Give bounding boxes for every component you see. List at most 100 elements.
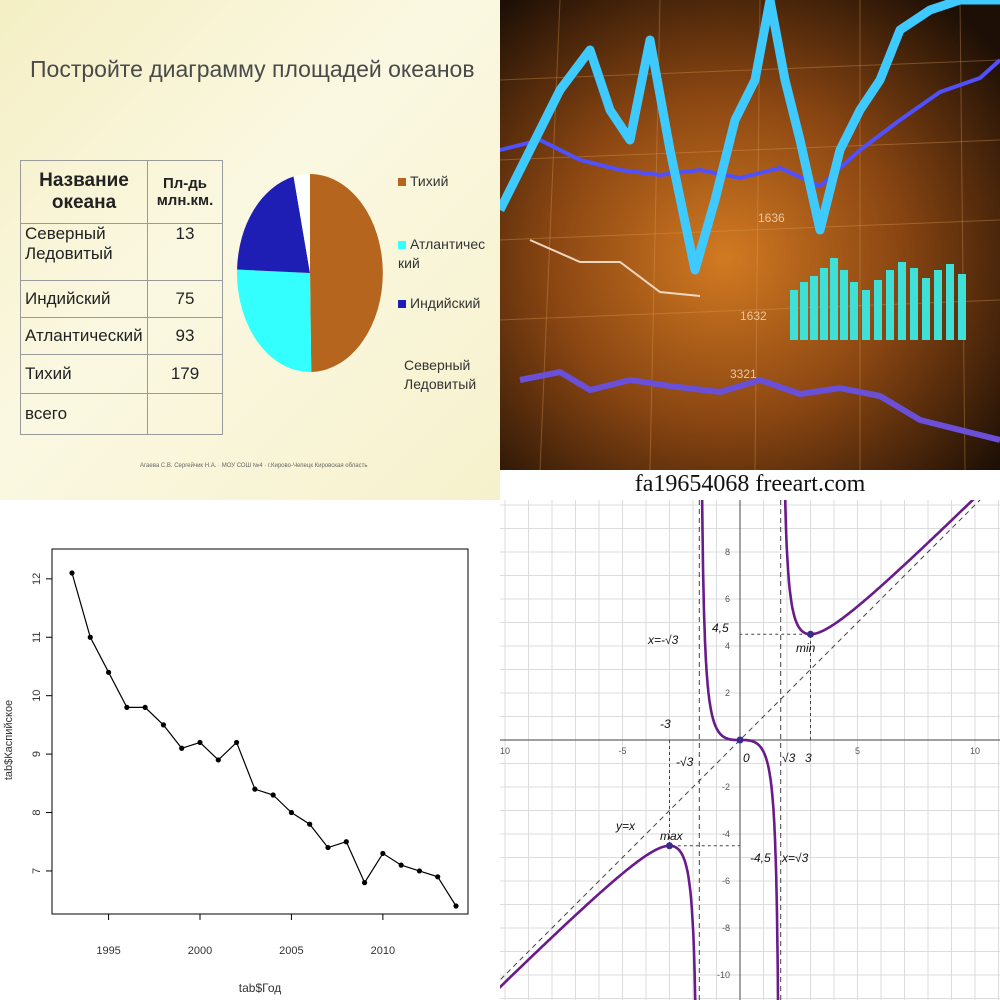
pie-slice [236,269,312,372]
x-tick-label: 2000 [188,945,212,957]
table-row: Индийский 75 [20,280,223,318]
legend-item: Индийский [398,294,480,313]
r-plot-svg: 1995 2000 2005 2010 7 8 9 10 11 12 tab$Год tab$Касп… [3,548,469,995]
x-tick-label: 10 [500,746,510,756]
function-branch-right [783,500,975,636]
table-cell-area: 13 [147,223,223,281]
min-guide [740,633,811,740]
x-tick-label: 10 [970,746,980,756]
stock-histogram [790,258,966,340]
stock-white-line [529,239,701,297]
origin-point [736,736,744,744]
neg3-label: -3 [660,717,671,731]
data-point [105,669,112,675]
table-cell-name: Северный Ледовитый [20,223,148,281]
y-tick-label: 10 [31,690,43,702]
pie-slice [293,174,310,273]
three-label: 3 [805,751,812,765]
legend-item: Тихий [398,172,448,191]
data-point [435,874,441,880]
pie-slice [310,174,383,372]
data-point [361,880,368,886]
ocean-pie-chart [236,174,383,372]
r-line-plot: 1995 2000 2005 2010 7 8 9 10 11 12 tab$Год tab$Касп… [0,500,500,1000]
data-point [325,844,331,851]
sqrt3-label: √3 [782,751,796,765]
function-graph: 10 -5 5 10 8 6 4 2 -2 -4 -6 -8 -10 x=-√3 x=√3 y=x max min… [500,500,1000,1000]
min-label: min [796,641,816,655]
function-branch-left [500,844,697,1000]
max-label: max [660,829,684,843]
data-point [233,739,240,746]
legend-swatch [398,300,406,308]
y-tick-label: -10 [717,970,730,980]
diagonal-asymptote [500,500,981,981]
table-cell-area [147,393,223,435]
data-point [179,745,185,751]
data-point [142,704,148,710]
slide-credit: Агаева С.В. Сергейчик Н.А. · МОУ СОШ №4 … [140,463,368,469]
y-tick-label: 7 [31,868,43,874]
data-point [270,792,276,798]
legend-label: Северный Ледовитый [404,357,477,392]
stock-background [500,0,1000,470]
table-row: всего [20,393,223,435]
data-point [343,839,349,845]
zero-label: 0 [743,751,750,765]
data-point [160,722,167,728]
ocean-table: Название океана Пл-дь млн.км. Северный Л… [20,160,223,435]
max-y-label: -4,5 [750,851,771,865]
function-graph-svg: 10 -5 5 10 8 6 4 2 -2 -4 -6 -8 -10 x=-√3 x=√3 y=x max min… [500,500,1000,1000]
y-tick-label: 6 [725,594,730,604]
diagonal-label: y=x [615,819,636,833]
stock-blue-line [500,58,1000,189]
table-row: Атлантический 93 [20,317,223,355]
data-point [380,850,386,857]
table-cell-name: Индийский [20,280,148,318]
table-header-row: Название океана Пл-дь млн.км. [20,160,223,224]
data-point [69,570,75,576]
max-point [666,842,673,850]
legend-label: Индийский [410,295,481,311]
pie-slice [237,176,310,273]
table-cell-area: 75 [147,280,223,318]
data-point [416,868,423,874]
legend-swatch [398,241,406,249]
stock-label: 3321 [730,367,757,381]
data-point [398,862,404,868]
stock-chart-image: 1636 1632 3321 [500,0,1000,470]
y-tick-label: -8 [722,923,730,933]
min-y-label: 4,5 [712,621,729,635]
neg-sqrt3-label: -√3 [676,755,694,769]
legend-label: Тихий [410,173,449,189]
x-tick-label: 2010 [371,945,395,957]
slide-title: Постройте диаграмму площадей океанов [30,56,475,82]
asymptote-pos-label: x=√3 [781,851,809,865]
stock-cyan-line [500,0,1000,275]
data-point [215,757,221,763]
y-tick-label: 4 [725,641,730,651]
table-cell-name: Атлантический [20,317,148,355]
table-cell-area: 179 [147,354,223,394]
photo-caption: fa19654068 freeart.com [500,470,1000,500]
legend-label: Атлантичес кий [398,236,486,271]
table-cell-area: 93 [147,317,223,355]
max-guide [669,740,740,847]
table-row: Тихий 179 [20,354,223,394]
y-tick-label: 8 [31,809,43,815]
min-point [807,630,814,638]
stock-chart-photo: 1636 1632 3321 [500,0,1000,470]
stock-label: 1636 [758,211,785,225]
y-tick-label: 9 [31,751,43,757]
table-row: Северный Ледовитый 13 [20,223,223,281]
table-header-name: Название океана [20,160,148,224]
legend-swatch [398,178,406,186]
table-header-area: Пл-дь млн.км. [147,160,223,224]
table-cell-name: всего [20,393,148,435]
data-point [453,903,459,909]
asymptote-neg-label: x=-√3 [647,633,679,647]
x-axis-label: tab$Год [239,981,281,995]
data-point [307,821,313,827]
data-point [252,786,258,792]
x-tick-label: -5 [618,746,626,756]
